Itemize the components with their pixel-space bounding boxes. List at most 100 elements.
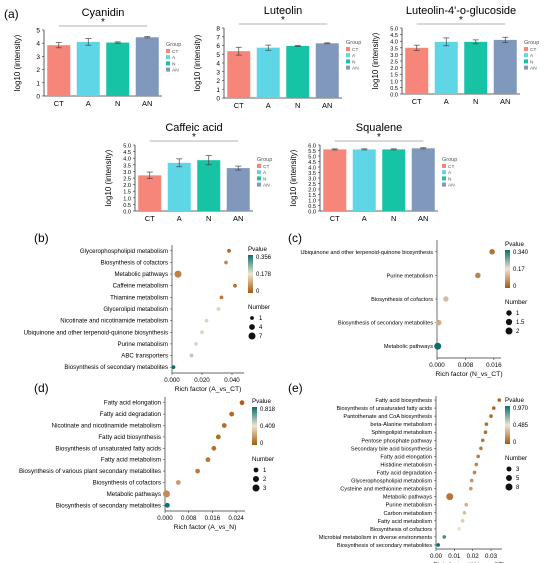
bar-ct bbox=[227, 51, 251, 98]
number-legend-dot bbox=[506, 475, 512, 481]
pathway-label: Purine metabolism bbox=[386, 503, 433, 509]
number-legend-label: 3 bbox=[263, 486, 267, 492]
y-tick-label: 3.0 bbox=[123, 170, 131, 176]
bubble-pentose-phosphate-pathway bbox=[480, 438, 485, 443]
y-tick-label: 1.5 bbox=[123, 190, 131, 196]
bubble-glycerophospholipid-metabolism bbox=[469, 478, 474, 483]
pathway-label: Pentose phosphate pathway bbox=[361, 438, 432, 444]
bar-an bbox=[411, 148, 435, 211]
x-axis-label: Rich factor (A_vs_CT) bbox=[175, 386, 242, 393]
bubble-beta-alanine-metabolism bbox=[484, 422, 489, 427]
legend-swatch-an bbox=[257, 182, 261, 187]
number-legend-dot bbox=[253, 467, 259, 473]
legend-title: Group bbox=[346, 40, 361, 46]
bar-an bbox=[135, 37, 159, 96]
bar-ct bbox=[405, 47, 429, 94]
y-tick-label: 0.5 bbox=[390, 86, 398, 92]
chart-title: Caffeic acid bbox=[165, 122, 222, 134]
bubble-biosynthesis-of-unsaturated-fatty-acids bbox=[491, 406, 496, 410]
x-tick-label: 0.024 bbox=[228, 515, 244, 522]
pathway-label: Glycerophospholipid metabolism bbox=[351, 479, 432, 485]
legend-swatch-a bbox=[524, 53, 528, 58]
bubble-biosynthesis-of-cofactors bbox=[457, 527, 461, 531]
bubble-sphingolipid-metabolism bbox=[483, 430, 488, 435]
pathway-label: Fatty acid biosynthesis bbox=[98, 434, 161, 441]
bubble-chart-e: 0.000.010.020.03Rich factor (AN_vs_CT)Fa… bbox=[319, 396, 529, 563]
number-legend-label: 1 bbox=[516, 311, 520, 317]
bar-ct bbox=[138, 175, 162, 211]
bubble-caffeine-metabolism bbox=[233, 283, 237, 288]
y-tick-label: 1.0 bbox=[390, 79, 398, 85]
panel-label-b: (b) bbox=[34, 231, 49, 245]
legend-swatch-ct bbox=[442, 164, 446, 168]
pathway-label: Fatty acid metabolism bbox=[378, 519, 433, 525]
legend-swatch-n bbox=[524, 59, 528, 64]
legend-label-a: A bbox=[352, 53, 356, 59]
significance-star: * bbox=[101, 17, 105, 28]
x-tick-label: 0.000 bbox=[164, 377, 180, 384]
y-tick-label: 2.5 bbox=[308, 182, 316, 188]
pathway-label: Biosynthesis of unsaturated fatty acids bbox=[55, 445, 161, 452]
bubble-biosynthesis-of-unsaturated-fatty-acids bbox=[211, 445, 217, 451]
y-tick-label: 4.5 bbox=[308, 160, 316, 166]
pvalue-colorbar bbox=[505, 406, 510, 444]
legend-swatch-ct bbox=[524, 47, 528, 51]
bubble-metabolic-pathways bbox=[434, 342, 442, 350]
number-legend-dot bbox=[252, 475, 260, 483]
pathway-label: Fatty acid biosynthesis bbox=[375, 398, 432, 404]
pathway-label: Cysteine and methionine metabolism bbox=[340, 487, 432, 493]
y-tick-label: 4 bbox=[216, 61, 220, 68]
pvalue-tick-label: 0.485 bbox=[513, 423, 529, 429]
x-tick-label-an: AN bbox=[500, 97, 510, 106]
bubble-purine-metabolism bbox=[464, 502, 469, 507]
bubble-purine-metabolism bbox=[194, 342, 198, 346]
bubble-biosynthesis-of-secondary-metabolites bbox=[171, 365, 176, 370]
significance-star: * bbox=[377, 132, 381, 143]
y-tick-label: 5 bbox=[216, 52, 220, 59]
legend-swatch-n bbox=[346, 59, 350, 64]
bubble-fatty-acid-metabolism bbox=[205, 457, 211, 463]
y-tick-label: 5 bbox=[36, 28, 40, 35]
y-tick-label: 0.5 bbox=[123, 203, 131, 209]
y-tick-label: 1.5 bbox=[390, 73, 398, 79]
y-tick-label: 3.5 bbox=[123, 163, 131, 169]
bubble-fatty-acid-degradation bbox=[229, 411, 235, 417]
number-legend-label: 7 bbox=[259, 334, 263, 340]
x-tick-label-n: N bbox=[295, 101, 300, 110]
y-tick-label: 5.0 bbox=[308, 155, 316, 161]
y-tick-label: 2 bbox=[216, 78, 220, 85]
bubble-biosynthesis-of-secondary-metabolites bbox=[436, 319, 442, 326]
pathway-label: Metabolic pathways bbox=[107, 491, 161, 498]
y-tick-label: 1 bbox=[36, 80, 40, 87]
number-legend-title: Number bbox=[505, 299, 527, 306]
pvalue-tick-label: 0 bbox=[513, 284, 517, 290]
legend-label-an: AN bbox=[352, 66, 359, 72]
legend-label-a: A bbox=[172, 55, 176, 61]
bar-n bbox=[106, 42, 130, 96]
x-tick-label: 0.008 bbox=[181, 515, 197, 522]
y-tick-label: 4 bbox=[36, 41, 40, 48]
x-tick-label-a: A bbox=[177, 214, 182, 223]
pvalue-tick-label: 0 bbox=[513, 440, 517, 446]
y-tick-label: 1.0 bbox=[123, 196, 131, 202]
x-tick-label-ct: CT bbox=[330, 214, 340, 223]
bubble-carbon-metabolism bbox=[462, 510, 467, 515]
y-tick-label: 6 bbox=[216, 43, 220, 50]
y-tick-label: 3.0 bbox=[308, 177, 316, 183]
panel-label-c: (c) bbox=[288, 231, 302, 245]
y-tick-label: 0.0 bbox=[123, 210, 131, 216]
y-axis-label: log10 (intensity) bbox=[13, 34, 22, 91]
significance-star: * bbox=[459, 15, 463, 26]
x-tick-label: 0.040 bbox=[224, 377, 240, 384]
pvalue-legend-title: Pvalue bbox=[505, 241, 524, 248]
number-legend-dot bbox=[252, 484, 260, 492]
pathway-label: Ubiquinone and other terpenoid-quinone b… bbox=[24, 329, 168, 336]
legend-swatch-a bbox=[346, 53, 350, 58]
significance-star: * bbox=[281, 15, 285, 26]
pvalue-colorbar bbox=[505, 250, 510, 288]
bubble-biosynthesis-of-secondary-metabolites bbox=[436, 543, 441, 547]
bar-chart-squalene: Squalene0.00.51.01.52.02.53.03.54.04.55.… bbox=[289, 122, 457, 223]
pathway-label: Metabolic pathways bbox=[114, 271, 168, 278]
bubble-fatty-acid-biosynthesis bbox=[497, 398, 502, 402]
